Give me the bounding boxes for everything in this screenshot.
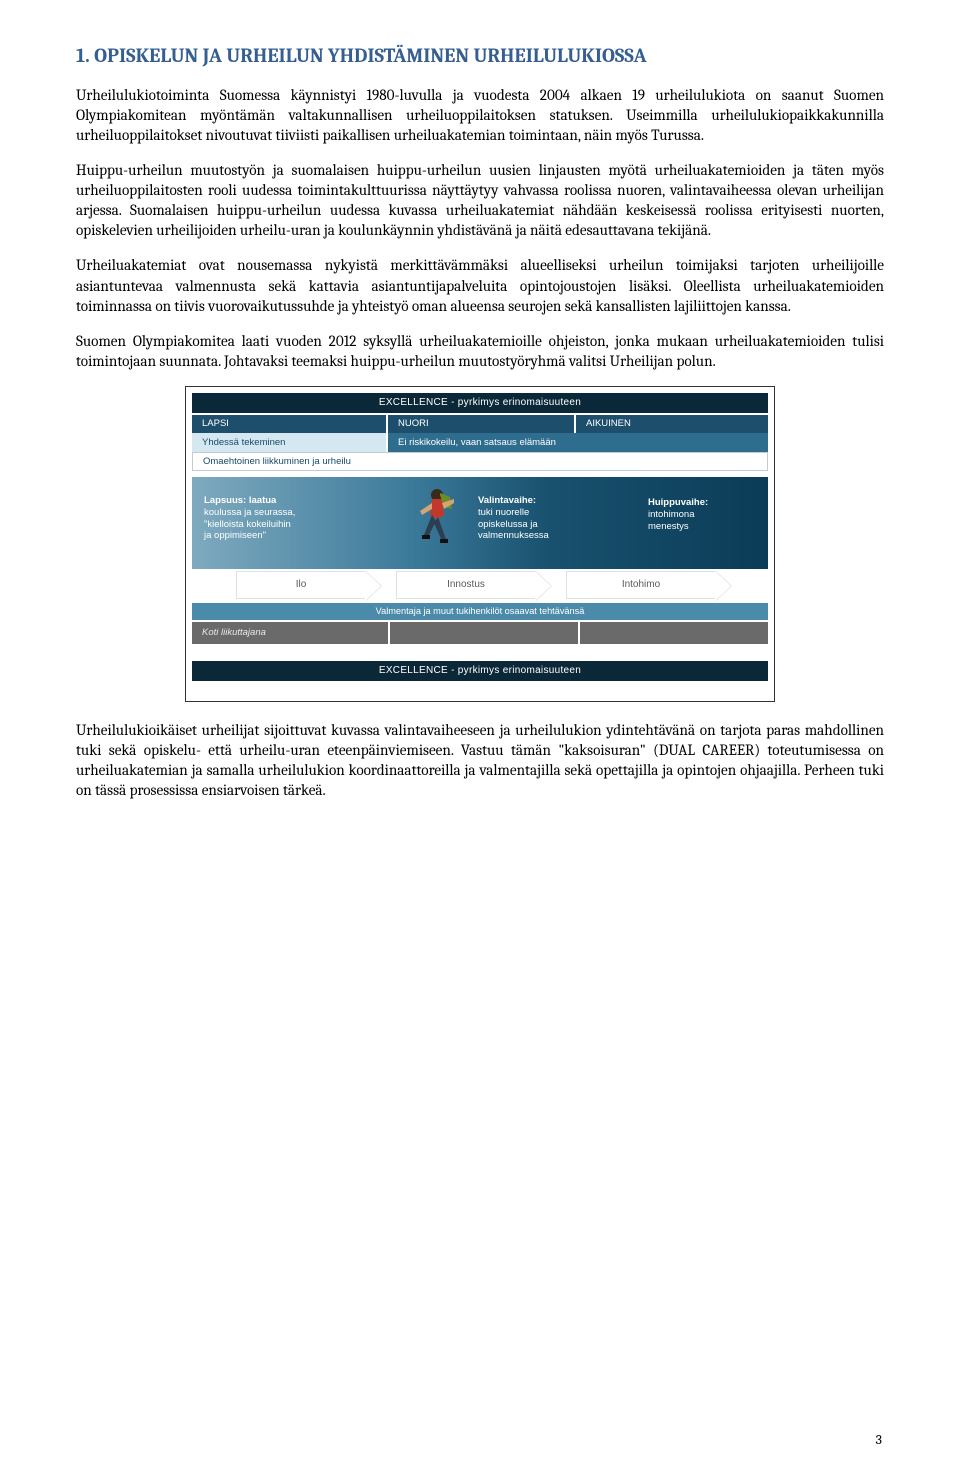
together-row: Yhdessä tekeminen Ei riskikokeilu, vaan …	[192, 433, 768, 452]
selection-bubble: Valintavaihe: tuki nuorelle opiskelussa …	[478, 495, 549, 543]
childhood-line3: ja oppimiseen"	[204, 530, 295, 542]
paragraph-4: Suomen Olympiakomitea laati vuoden 2012 …	[76, 331, 884, 371]
home-bar: Koti liikuttajana	[192, 622, 768, 644]
home-bar-label: Koti liikuttajana	[202, 627, 266, 638]
excellence-top-bar: EXCELLENCE - pyrkimys erinomaisuuteen	[192, 393, 768, 413]
childhood-title: Lapsuus: laatua	[204, 495, 295, 507]
athlete-figure-icon	[410, 485, 460, 557]
excellence-bottom-bar: EXCELLENCE - pyrkimys erinomaisuuteen	[192, 661, 768, 681]
selection-line2: opiskelussa ja	[478, 519, 549, 531]
childhood-line2: "kielloista kokeiluihin	[204, 519, 295, 531]
life-stage-row: LAPSI NUORI AIKUINEN	[192, 415, 768, 433]
arrow-ilo: Ilo	[236, 571, 366, 599]
athlete-path-diagram: EXCELLENCE - pyrkimys erinomaisuuteen LA…	[76, 386, 884, 702]
paragraph-2: Huippu-urheilun muutostyön ja suomalaise…	[76, 160, 884, 240]
motivation-arrows: Ilo Innostus Intohimo	[192, 571, 768, 599]
home-notch-2	[578, 622, 580, 644]
selection-line3: valmennuksessa	[478, 530, 549, 542]
diagram-canvas: EXCELLENCE - pyrkimys erinomaisuuteen LA…	[192, 393, 768, 695]
together-cell: Yhdessä tekeminen	[192, 433, 388, 452]
risk-cell: Ei riskikokeilu, vaan satsaus elämään	[388, 433, 768, 452]
life-lapsi: LAPSI	[192, 415, 388, 433]
childhood-bubble: Lapsuus: laatua koulussa ja seurassa, "k…	[204, 495, 295, 543]
top-title: Huippuvaihe:	[648, 497, 708, 509]
page-heading: 1. OPISKELUN JA URHEILUN YHDISTÄMINEN UR…	[76, 44, 884, 67]
childhood-line1: koulussa ja seurassa,	[204, 507, 295, 519]
arrow-innostus: Innostus	[396, 571, 536, 599]
paragraph-5: Urheilulukioikäiset urheilijat sijoittuv…	[76, 720, 884, 800]
selection-line1: tuki nuorelle	[478, 507, 549, 519]
coach-bar: Valmentaja ja muut tukihenkilöt osaavat …	[192, 603, 768, 620]
paragraph-3: Urheiluakatemiat ovat nousemassa nykyist…	[76, 255, 884, 315]
life-nuori: NUORI	[388, 415, 576, 433]
page-number: 3	[876, 1431, 882, 1448]
home-notch-1	[388, 622, 390, 644]
top-line2: menestys	[648, 521, 708, 533]
paragraph-1: Urheilulukiotoiminta Suomessa käynnistyi…	[76, 85, 884, 145]
self-motivated-row: Omaehtoinen liikkuminen ja urheilu	[192, 452, 768, 471]
main-gradient-band: Lapsuus: laatua koulussa ja seurassa, "k…	[192, 477, 768, 569]
selection-title: Valintavaihe:	[478, 495, 549, 507]
life-aikuinen: AIKUINEN	[576, 415, 768, 433]
arrow-intohimo: Intohimo	[566, 571, 716, 599]
top-line1: intohimona	[648, 509, 708, 521]
top-bubble: Huippuvaihe: intohimona menestys	[648, 497, 708, 533]
diagram-frame: EXCELLENCE - pyrkimys erinomaisuuteen LA…	[185, 386, 775, 702]
